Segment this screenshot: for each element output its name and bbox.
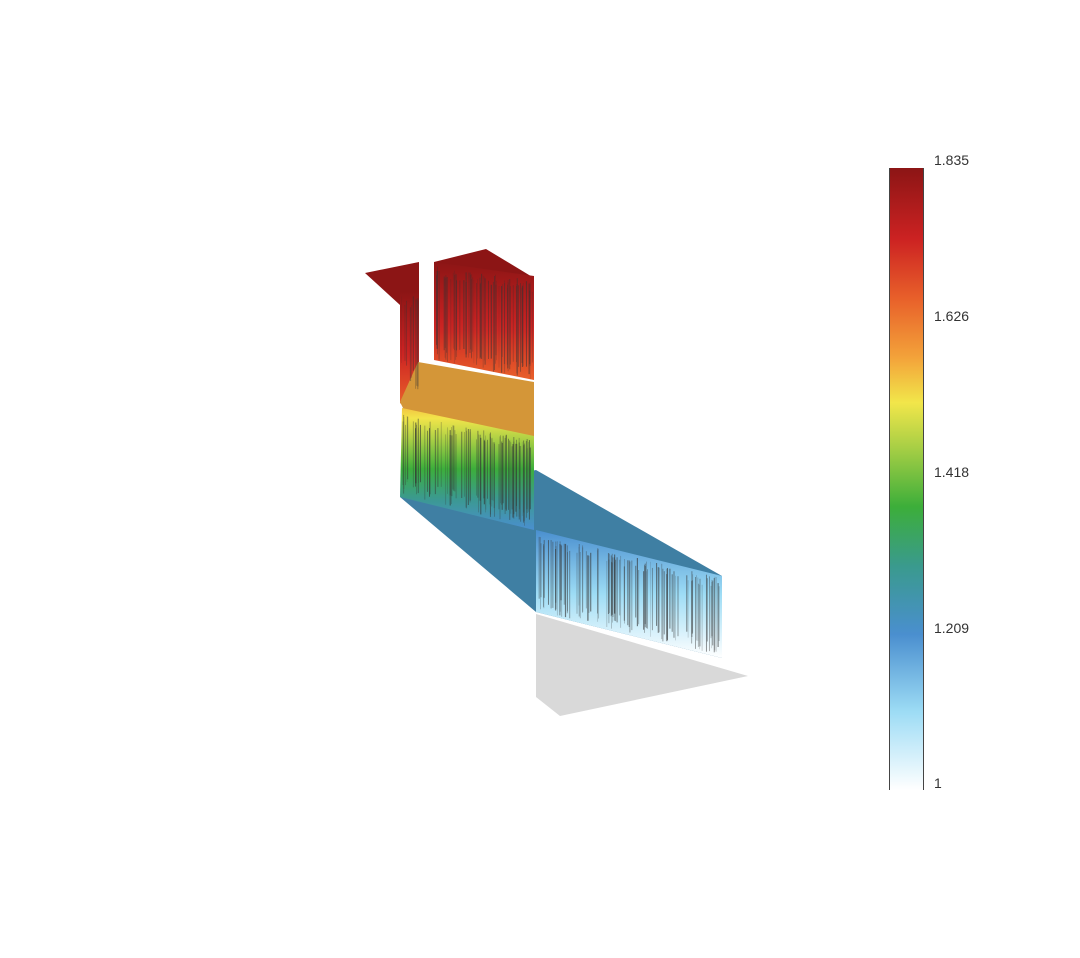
surface-streaks	[401, 266, 720, 653]
floor-plane	[536, 614, 748, 716]
plateau-band	[400, 362, 534, 438]
colorbar[interactable]	[889, 168, 924, 790]
upper-wall-left	[400, 292, 419, 404]
lower-wall	[400, 408, 534, 530]
right-wall	[536, 530, 722, 658]
colorbar-fill	[889, 168, 924, 790]
upper-wall-right	[434, 262, 534, 380]
